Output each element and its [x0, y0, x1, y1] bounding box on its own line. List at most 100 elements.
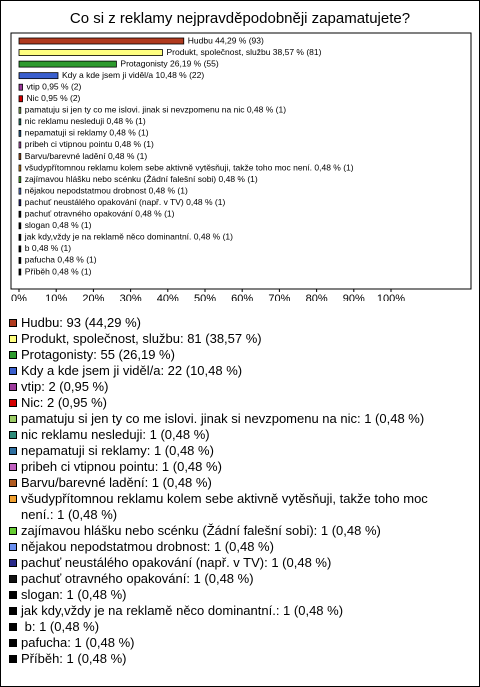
legend-label: Kdy a kde jsem ji viděl/a: 22 (10,48 %) [21, 363, 243, 378]
bar [18, 187, 22, 195]
bar [18, 210, 22, 218]
legend-label: vtip: 2 (0,95 %) [21, 379, 109, 394]
legend-item: nic reklamu nesleduji: 1 (0,48 %) [9, 427, 461, 443]
legend-swatch [9, 431, 17, 439]
x-tick-label: 30% [120, 293, 142, 301]
bar [18, 129, 22, 137]
legend-item: Protagonisty: 55 (26,19 %) [9, 347, 461, 363]
legend-swatch [9, 367, 17, 375]
legend-item: zajímavou hlášku nebo scénku (Žádní fale… [9, 523, 461, 539]
legend-item: Hudbu: 93 (44,29 %) [9, 315, 461, 331]
x-tick-label: 70% [268, 293, 290, 301]
legend-item: Příběh: 1 (0,48 %) [9, 651, 461, 667]
legend-label: b: 1 (0,48 %) [21, 619, 100, 634]
bar-label: Barvu/barevné ladění 0,48 % (1) [25, 151, 148, 161]
chart: Co si z reklamy nejpravděpodobněji zapam… [10, 10, 472, 305]
legend-item: Kdy a kde jsem ji viděl/a: 22 (10,48 %) [9, 363, 461, 379]
bar [18, 245, 22, 253]
legend-swatch [9, 495, 17, 503]
legend-label: zajímavou hlášku nebo scénku (Žádní fale… [21, 523, 381, 538]
legend-swatch [9, 639, 17, 647]
bar-label: nějakou nepodstatmou drobnost 0,48 % (1) [25, 185, 188, 195]
bar [18, 83, 23, 91]
bar [18, 233, 22, 241]
x-tick-label: 10% [45, 293, 67, 301]
legend-item: jak kdy,vždy je na reklamě něco dominant… [9, 603, 461, 619]
bar-label: Protagonisty 26,19 % (55) [120, 58, 218, 68]
bar [18, 60, 117, 68]
legend-label: Nic: 2 (0,95 %) [21, 395, 107, 410]
x-tick-label: 60% [231, 293, 253, 301]
bar [18, 199, 22, 207]
legend-swatch [9, 655, 17, 663]
legend-swatch [9, 447, 17, 455]
bar [18, 268, 22, 276]
legend-swatch [9, 383, 17, 391]
legend-swatch [9, 607, 17, 615]
x-tick-label: 0% [11, 293, 27, 301]
bar-label: vtip 0,95 % (2) [27, 81, 82, 91]
legend-item: nepamatuji si reklamy: 1 (0,48 %) [9, 443, 461, 459]
bar [18, 141, 22, 149]
legend: Hudbu: 93 (44,29 %) Produkt, společnost, … [9, 315, 461, 667]
x-tick-label: 100% [377, 293, 405, 301]
legend-item: pafucha: 1 (0,48 %) [9, 635, 461, 651]
legend-label: Příběh: 1 (0,48 %) [21, 651, 127, 666]
bar-label: pamatuju si jen ty co me islovi. jinak s… [25, 105, 286, 115]
bar-label: Hudbu 44,29 % (93) [188, 35, 264, 45]
legend-swatch [9, 559, 17, 567]
bar-label: všudypřítomnou reklamu kolem sebe aktivn… [25, 162, 354, 172]
legend-label: Produkt, společnost, službu: 81 (38,57 %… [21, 331, 262, 346]
bar [18, 176, 22, 184]
legend-item: Produkt, společnost, službu: 81 (38,57 %… [9, 331, 461, 347]
legend-swatch [9, 543, 17, 551]
bar-label: pafucha 0,48 % (1) [25, 255, 97, 265]
bar-label: Příběh 0,48 % (1) [25, 266, 92, 276]
legend-item: b: 1 (0,48 %) [9, 619, 461, 635]
bar-label: pachuť neustálého opakování (např. v TV)… [25, 197, 226, 207]
legend-swatch [9, 575, 17, 583]
bar-label: jak kdy,vždy je na reklamě něco dominant… [24, 232, 233, 242]
bar [18, 257, 22, 264]
legend-item: nějakou nepodstatmou drobnost: 1 (0,48 %… [9, 539, 461, 555]
bar-label: slogan 0,48 % (1) [25, 220, 92, 230]
bar-label: Nic 0,95 % (2) [27, 93, 81, 103]
bar-label: nic reklamu nesleduji 0,48 % (1) [25, 116, 146, 126]
x-tick-label: 90% [343, 293, 365, 301]
legend-label: pribeh ci vtipnou pointu: 1 (0,48 %) [21, 459, 222, 474]
legend-item: slogan: 1 (0,48 %) [9, 587, 461, 603]
legend-label: Barvu/barevné ladění: 1 (0,48 %) [21, 475, 212, 490]
legend-swatch [9, 463, 17, 471]
bar [18, 118, 22, 126]
bar-label: pachuť otravného opakování 0,48 % (1) [25, 209, 175, 219]
legend-item: pamatuju si jen ty co me islovi. jinak s… [9, 411, 461, 427]
bar-label: pribeh ci vtipnou pointu 0,48 % (1) [25, 139, 154, 149]
legend-swatch [9, 591, 17, 599]
x-tick-label: 80% [306, 293, 328, 301]
bar-label: nepamatuji si reklamy 0,48 % (1) [25, 128, 149, 138]
legend-label: slogan: 1 (0,48 %) [21, 587, 127, 602]
legend-label: nějakou nepodstatmou drobnost: 1 (0,48 %… [21, 539, 274, 554]
bar [18, 153, 22, 160]
legend-swatch [9, 319, 17, 327]
legend-swatch [9, 527, 17, 535]
x-tick-label: 40% [157, 293, 179, 301]
legend-label: Hudbu: 93 (44,29 %) [21, 315, 141, 330]
bar [18, 95, 23, 103]
legend-swatch [9, 623, 17, 631]
plot-frame [10, 32, 472, 290]
legend-item: Nic: 2 (0,95 %) [9, 395, 461, 411]
legend-item: pachuť otravného opakování: 1 (0,48 %) [9, 571, 461, 587]
legend-item: vtip: 2 (0,95 %) [9, 379, 461, 395]
legend-label: nepamatuji si reklamy: 1 (0,48 %) [21, 443, 214, 458]
bar-label: zajímavou hlášku nebo scénku (Žádní fale… [25, 174, 258, 184]
legend-swatch [9, 351, 17, 359]
bar-label: Kdy a kde jsem ji viděl/a 10,48 % (22) [62, 70, 204, 80]
chart-title: Co si z reklamy nejpravděpodobněji zapam… [70, 10, 410, 27]
legend-label: jak kdy,vždy je na reklamě něco dominant… [21, 603, 344, 618]
bar [18, 222, 22, 230]
x-tick-label: 50% [194, 293, 216, 301]
legend-item: pachuť neustálého opakování (např. v TV)… [9, 555, 461, 571]
legend-label: všudypřítomnou reklamu kolem sebe aktivn… [21, 491, 432, 522]
legend-label: Protagonisty: 55 (26,19 %) [21, 347, 175, 362]
